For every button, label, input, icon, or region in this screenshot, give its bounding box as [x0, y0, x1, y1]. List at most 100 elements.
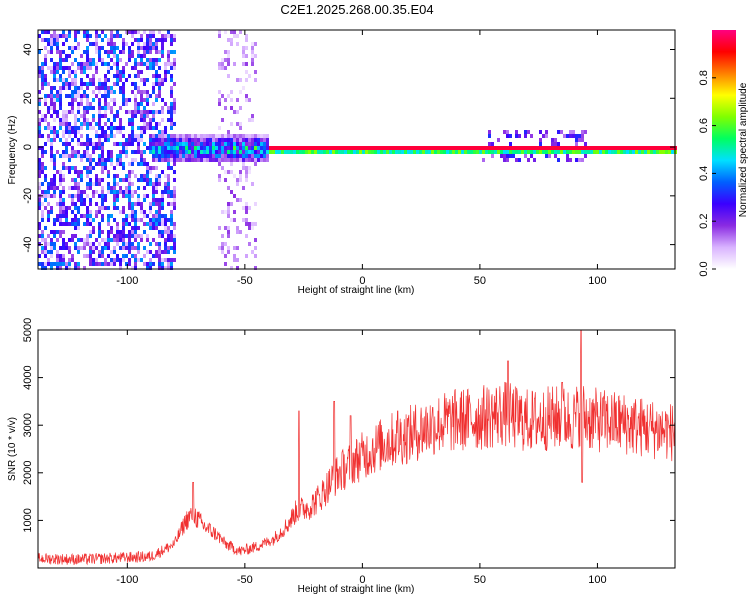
heatmap-cell [479, 150, 482, 154]
heatmap-cell [65, 114, 68, 118]
heatmap-cell [137, 126, 140, 130]
heatmap-cell [68, 94, 71, 98]
heatmap-cell [62, 258, 65, 262]
heatmap-cell [38, 202, 41, 206]
heatmap-cell [44, 142, 47, 146]
heatmap-cell [143, 158, 146, 162]
heatmap-cell [152, 202, 155, 206]
heatmap-cell [113, 54, 116, 58]
heatmap-cell [218, 34, 221, 38]
heatmap-cell [395, 150, 398, 154]
heatmap-cell [212, 150, 215, 154]
heatmap-cell [143, 42, 146, 46]
heatmap-cell [254, 222, 257, 226]
heatmap-cell [113, 42, 116, 46]
heatmap-cell [107, 190, 110, 194]
heatmap-cell [218, 98, 221, 102]
heatmap-cell [149, 126, 152, 130]
heatmap-cell [149, 34, 152, 38]
heatmap-cell [107, 134, 110, 138]
heatmap-cell [248, 146, 251, 150]
heatmap-cell [92, 182, 95, 186]
heatmap-cell [476, 150, 479, 154]
heatmap-cell [107, 262, 110, 266]
heatmap-cell [383, 146, 386, 150]
heatmap-cell [71, 154, 74, 158]
heatmap-cell [269, 146, 272, 150]
heatmap-cell [59, 194, 62, 198]
heatmap-cell [62, 134, 65, 138]
heatmap-cell [137, 194, 140, 198]
heatmap-cell [155, 214, 158, 218]
heatmap-cell [545, 130, 548, 134]
heatmap-cell [140, 110, 143, 114]
heatmap-cell [77, 62, 80, 66]
heatmap-cell [113, 258, 116, 262]
heatmap-cell [149, 222, 152, 226]
x-tick-label: -50 [237, 275, 253, 287]
heatmap-cell [80, 82, 83, 86]
heatmap-cell [80, 246, 83, 250]
x-tick-label: -100 [116, 275, 138, 287]
heatmap-cell [134, 190, 137, 194]
heatmap-cell [491, 150, 494, 154]
heatmap-cell [50, 98, 53, 102]
heatmap-cell [119, 186, 122, 190]
heatmap-cell [44, 54, 47, 58]
heatmap-cell [230, 146, 233, 150]
heatmap-cell [227, 210, 230, 214]
heatmap-cell [104, 102, 107, 106]
heatmap-cell [95, 46, 98, 50]
heatmap-cell [77, 250, 80, 254]
heatmap-cell [107, 126, 110, 130]
heatmap-cell [53, 38, 56, 42]
heatmap-cell [122, 222, 125, 226]
heatmap-frame [37, 29, 676, 270]
heatmap-cell [170, 50, 173, 54]
heatmap-cell [224, 30, 227, 34]
heatmap-cell [50, 246, 53, 250]
heatmap-cell [245, 62, 248, 66]
heatmap-cell [110, 230, 113, 234]
heatmap-cell [179, 134, 182, 138]
heatmap-cell [59, 58, 62, 62]
heatmap-cell [557, 150, 560, 154]
heatmap-cell [164, 186, 167, 190]
heatmap-cell [77, 182, 80, 186]
heatmap-cell [110, 154, 113, 158]
heatmap-cell [74, 86, 77, 90]
heatmap-cell [221, 246, 224, 250]
heatmap-cell [572, 146, 575, 150]
heatmap-cell [239, 122, 242, 126]
heatmap-cell [50, 178, 53, 182]
heatmap-cell [224, 226, 227, 230]
heatmap-cell [164, 190, 167, 194]
heatmap-cell [95, 162, 98, 166]
heatmap-cell [170, 134, 173, 138]
heatmap-cell [98, 126, 101, 130]
heatmap-cell [254, 158, 257, 162]
heatmap-cell [554, 138, 557, 142]
heatmap-cell [44, 166, 47, 170]
heatmap-cell [251, 46, 254, 50]
heatmap-cell [128, 186, 131, 190]
heatmap-cell [623, 146, 626, 150]
heatmap-cell [98, 230, 101, 234]
heatmap-cell [113, 246, 116, 250]
heatmap-cell [161, 234, 164, 238]
heatmap-cell [38, 90, 41, 94]
heatmap-cell [302, 146, 305, 150]
heatmap-cell [434, 146, 437, 150]
heatmap-cell [71, 210, 74, 214]
heatmap-cell [218, 30, 221, 34]
heatmap-cell [71, 50, 74, 54]
heatmap-cell [41, 146, 44, 150]
heatmap-cell [56, 98, 59, 102]
heatmap-cell [134, 202, 137, 206]
heatmap-cell [65, 214, 68, 218]
heatmap-cell [161, 190, 164, 194]
heatmap-cell [329, 146, 332, 150]
heatmap-cell [56, 218, 59, 222]
heatmap-cell [89, 154, 92, 158]
heatmap-cell [110, 162, 113, 166]
